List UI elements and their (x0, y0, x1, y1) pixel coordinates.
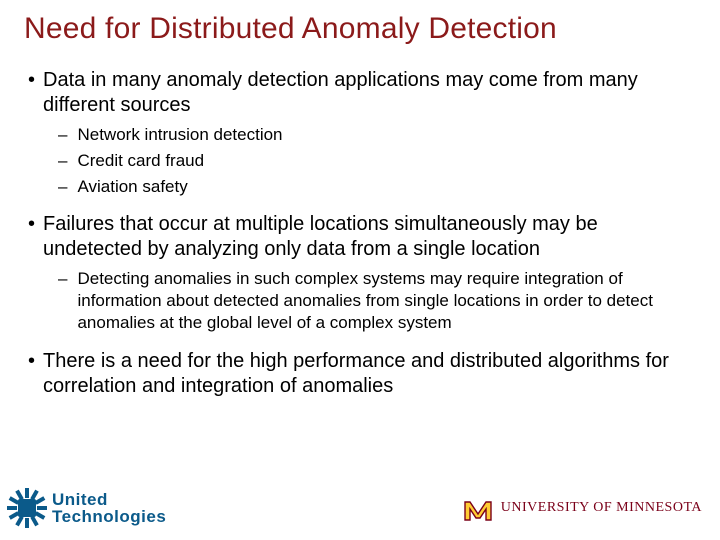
umn-text-m: M (616, 500, 629, 515)
bullet-marker: • (28, 68, 35, 93)
bullet-marker: • (28, 349, 35, 374)
utc-line2: Technologies (52, 508, 166, 525)
bullet-l1: • Data in many anomaly detection applica… (24, 68, 696, 118)
sunburst-icon (8, 489, 46, 527)
slide-content: • Data in many anomaly detection applica… (24, 68, 696, 399)
utc-line1: United (52, 491, 166, 508)
utc-wordmark: United Technologies (52, 491, 166, 525)
footer: United Technologies UNIVERSITY OF MINNES… (0, 482, 720, 534)
utc-logo: United Technologies (8, 489, 166, 527)
umn-wordmark: UNIVERSITY OF MINNESOTA (501, 500, 702, 516)
bullet-text: Detecting anomalies in such complex syst… (77, 268, 696, 334)
dash-marker: – (58, 176, 67, 198)
dash-marker: – (58, 124, 67, 146)
bullet-text: Failures that occur at multiple location… (43, 212, 696, 262)
bullet-text: Network intrusion detection (77, 124, 696, 146)
bullet-text: Credit card fraud (77, 150, 696, 172)
bullet-l2: – Detecting anomalies in such complex sy… (24, 268, 696, 334)
block-m-icon (463, 494, 493, 522)
umn-text-2: INNESOTA (629, 500, 702, 515)
bullet-l2: – Aviation safety (24, 176, 696, 198)
dash-marker: – (58, 150, 67, 172)
bullet-l1: • Failures that occur at multiple locati… (24, 212, 696, 262)
bullet-group-3: • There is a need for the high performan… (24, 349, 696, 399)
umn-logo: UNIVERSITY OF MINNESOTA (463, 494, 702, 522)
bullet-marker: • (28, 212, 35, 237)
bullet-group-1: • Data in many anomaly detection applica… (24, 68, 696, 198)
umn-text-1: NIVERSITY OF (511, 500, 616, 515)
bullet-text: Data in many anomaly detection applicati… (43, 68, 696, 118)
bullet-l2: – Network intrusion detection (24, 124, 696, 146)
bullet-text: There is a need for the high performance… (43, 349, 696, 399)
slide: Need for Distributed Anomaly Detection •… (0, 0, 720, 540)
bullet-text: Aviation safety (77, 176, 696, 198)
slide-title: Need for Distributed Anomaly Detection (24, 12, 696, 46)
umn-text-u: U (501, 500, 512, 515)
bullet-group-2: • Failures that occur at multiple locati… (24, 212, 696, 334)
bullet-l2: – Credit card fraud (24, 150, 696, 172)
dash-marker: – (58, 268, 67, 290)
bullet-l1: • There is a need for the high performan… (24, 349, 696, 399)
